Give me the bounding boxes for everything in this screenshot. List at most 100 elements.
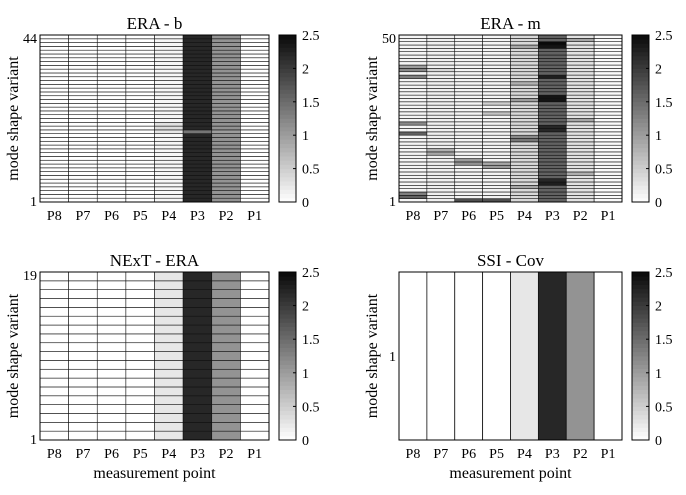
x-tick-label: P5 xyxy=(489,209,504,224)
heatmap-cell xyxy=(211,53,241,59)
heatmap-cell xyxy=(454,94,483,99)
heatmap-cell xyxy=(39,125,69,131)
plot-frame xyxy=(39,271,270,441)
heatmap-cell xyxy=(426,41,456,46)
colorbar-swatch xyxy=(632,39,649,44)
heatmap-cell xyxy=(240,351,270,361)
heatmap-cell xyxy=(39,91,69,97)
heatmap-cell xyxy=(482,161,511,166)
heatmap-cell xyxy=(39,49,69,55)
heatmap-cell xyxy=(68,171,98,176)
colorbar-swatch xyxy=(632,114,649,119)
x-tick-label: P1 xyxy=(601,209,616,224)
heatmap-cell xyxy=(565,154,595,159)
heatmap-cell xyxy=(240,80,270,85)
heatmap-cell xyxy=(96,140,127,146)
heatmap-cell xyxy=(593,88,623,93)
colorbar-swatch xyxy=(279,385,296,390)
colorbar-swatch xyxy=(279,351,296,357)
heatmap-cell xyxy=(96,171,127,176)
heatmap-cell xyxy=(96,137,127,142)
heatmap-cell xyxy=(426,78,456,83)
heatmap-cell xyxy=(565,178,595,183)
heatmap-cell xyxy=(39,57,69,62)
heatmap-cell xyxy=(96,144,127,150)
heatmap-cell xyxy=(211,152,241,157)
heatmap-cell xyxy=(125,194,155,199)
heatmap-cell xyxy=(538,164,567,169)
heatmap-cell xyxy=(154,38,184,43)
heatmap-cell xyxy=(510,64,539,69)
heatmap-cell xyxy=(398,174,428,179)
heatmap-cell xyxy=(211,342,241,352)
heatmap-cell xyxy=(211,133,241,138)
heatmap-cell xyxy=(426,54,456,59)
heatmap-cell xyxy=(240,137,270,142)
colorbar-tick-label: 1.5 xyxy=(655,96,673,111)
heatmap-cell xyxy=(39,38,69,43)
heatmap-cell xyxy=(39,152,69,157)
heatmap-cell xyxy=(593,174,623,179)
heatmap-cell xyxy=(454,104,483,109)
heatmap-cell xyxy=(510,174,539,179)
heatmap-cell xyxy=(593,61,623,66)
heatmap-cell xyxy=(510,34,539,39)
heatmap-cell xyxy=(96,125,127,131)
heatmap-cell xyxy=(211,307,241,317)
heatmap-cell xyxy=(398,34,428,39)
heatmap-cell xyxy=(538,171,567,176)
heatmap-cell xyxy=(154,80,184,85)
heatmap-cell xyxy=(398,48,428,53)
heatmap-cell xyxy=(211,122,241,127)
x-tick-label: P6 xyxy=(461,447,476,462)
heatmap-cell xyxy=(211,413,241,423)
heatmap-cell xyxy=(125,280,155,290)
colorbar-swatch xyxy=(279,72,296,78)
colorbar-swatch xyxy=(632,318,649,323)
heatmap-cell xyxy=(182,368,213,379)
heatmap-cell xyxy=(125,49,155,55)
heatmap-cell xyxy=(125,110,155,116)
heatmap-cell xyxy=(454,108,483,113)
heatmap-cell xyxy=(482,91,511,96)
heatmap-cell xyxy=(482,34,511,39)
colorbar-swatch xyxy=(632,60,649,65)
heatmap-cell xyxy=(565,144,595,149)
heatmap-cell xyxy=(96,342,127,352)
heatmap-cell xyxy=(426,134,456,139)
colorbar-swatch xyxy=(279,276,296,281)
heatmap-cell xyxy=(96,186,127,191)
heatmap-cell xyxy=(565,98,595,103)
heatmap-cell xyxy=(182,152,213,157)
heatmap-cell xyxy=(154,404,184,414)
colorbar-swatch xyxy=(632,297,649,302)
heatmap-cell xyxy=(510,61,539,66)
heatmap-cell xyxy=(96,351,127,361)
heatmap-cell xyxy=(125,122,155,127)
heatmap-cell xyxy=(426,138,456,143)
heatmap-cell xyxy=(510,38,539,42)
heatmap-cell xyxy=(593,271,623,441)
heatmap-cell xyxy=(182,197,213,203)
heatmap-cell xyxy=(510,81,539,86)
heatmap-cell xyxy=(39,360,69,370)
colorbar-swatch xyxy=(279,356,296,361)
heatmap-cell xyxy=(538,98,567,103)
heatmap-cell xyxy=(96,324,127,335)
colorbar-swatch xyxy=(632,181,649,186)
colorbar-swatch xyxy=(632,147,649,153)
heatmap-cell xyxy=(39,190,69,195)
heatmap-cell xyxy=(240,404,270,414)
x-tick-label: P4 xyxy=(161,209,176,224)
heatmap-cell xyxy=(538,48,567,53)
heatmap-cell xyxy=(454,185,483,189)
heatmap-cell xyxy=(538,138,567,143)
heatmap-cell xyxy=(482,81,511,86)
heatmap-cell xyxy=(68,159,98,165)
heatmap-cell xyxy=(154,171,184,176)
heatmap-cell xyxy=(125,186,155,191)
heatmap-cell xyxy=(565,61,595,66)
heatmap-cell xyxy=(240,190,270,195)
colorbar-swatch xyxy=(632,372,649,378)
heatmap-cell xyxy=(398,124,428,129)
